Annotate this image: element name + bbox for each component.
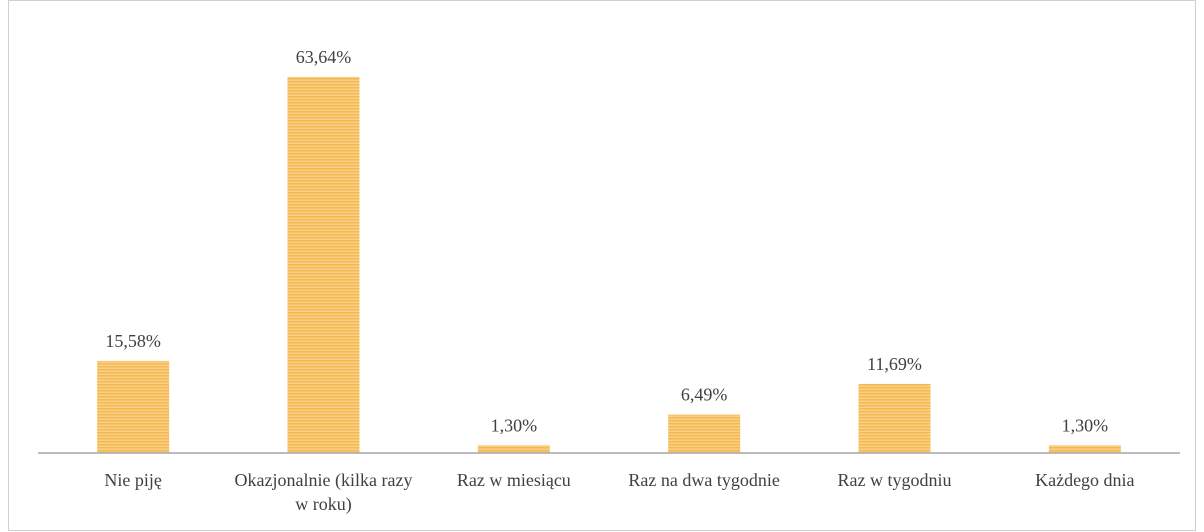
bar — [858, 383, 931, 453]
data-label: 11,69% — [867, 354, 922, 374]
x-tick-label: Okazjonalnie (kilka razy w roku) — [234, 470, 413, 514]
bar — [97, 360, 170, 453]
bar — [477, 445, 550, 453]
x-tick-label: Nie piję — [104, 470, 162, 490]
chart-border — [8, 0, 1196, 531]
data-label: 6,49% — [681, 385, 728, 405]
data-label: 63,64% — [296, 47, 352, 67]
data-label: 1,30% — [1062, 415, 1109, 435]
x-tick-label: Raz w miesiącu — [456, 470, 571, 490]
x-tick-label: Każdego dnia — [1035, 470, 1135, 490]
data-label: 1,30% — [491, 415, 538, 435]
bar — [287, 76, 360, 453]
x-tick-label: Raz w tygodniu — [837, 470, 952, 490]
bar — [1048, 445, 1121, 453]
bar — [668, 414, 741, 453]
x-tick-label: Raz na dwa tygodnie — [628, 470, 780, 490]
data-label: 15,58% — [105, 331, 161, 351]
